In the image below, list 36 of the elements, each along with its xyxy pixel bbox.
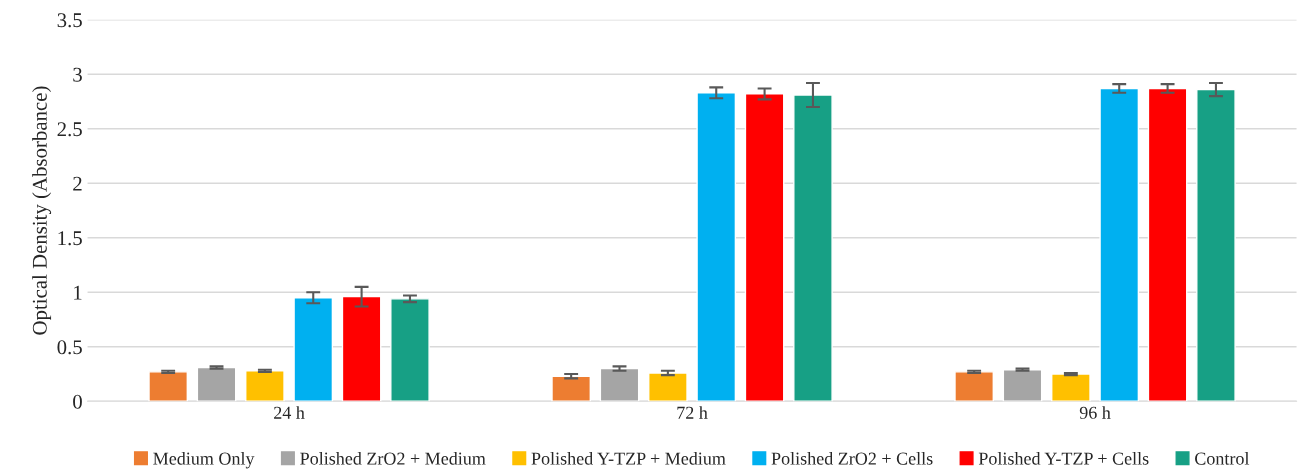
- bar: [245, 370, 285, 402]
- y-tick-label: 2.5: [57, 122, 82, 137]
- bar: [1099, 87, 1140, 402]
- bar: [744, 93, 785, 402]
- bar: [551, 375, 591, 402]
- bar: [293, 297, 334, 402]
- legend-label: Medium Only: [153, 451, 255, 469]
- legend-label: Polished Y-TZP + Medium: [531, 451, 726, 465]
- legend-label: Control: [1195, 451, 1250, 465]
- legend-label: Polished ZrO2 + Medium: [300, 451, 486, 465]
- bar: [1147, 87, 1188, 402]
- x-tick-label: 24 h: [274, 406, 305, 419]
- y-axis-title: Optical Density (Absorbance): [32, 86, 52, 335]
- bar: [599, 367, 640, 402]
- y-tick-label: 1: [74, 285, 82, 300]
- bar: [196, 366, 237, 402]
- y-tick-label: 1.5: [58, 231, 82, 246]
- legend-label: Polished ZrO2 + Cells: [771, 451, 933, 465]
- bar: [1002, 368, 1043, 402]
- bar: [390, 298, 430, 402]
- legend-label: Polished Y-TZP + Cells: [978, 451, 1149, 465]
- x-tick-label: 72 h: [677, 406, 708, 419]
- y-tick-label: 0.5: [57, 340, 82, 355]
- y-tick-label: 3: [73, 67, 82, 82]
- bar: [1051, 373, 1091, 402]
- y-tick-label: 3.5: [57, 13, 82, 28]
- bar: [793, 94, 833, 402]
- bar: [696, 92, 737, 402]
- bar: [1196, 88, 1236, 402]
- x-tick-label: 96 h: [1079, 406, 1111, 419]
- bar: [341, 295, 382, 402]
- bar: [148, 371, 189, 402]
- y-tick-label: 0: [73, 394, 82, 409]
- y-tick-label: 2: [73, 176, 82, 191]
- bar: [954, 371, 994, 402]
- bar: [648, 372, 688, 402]
